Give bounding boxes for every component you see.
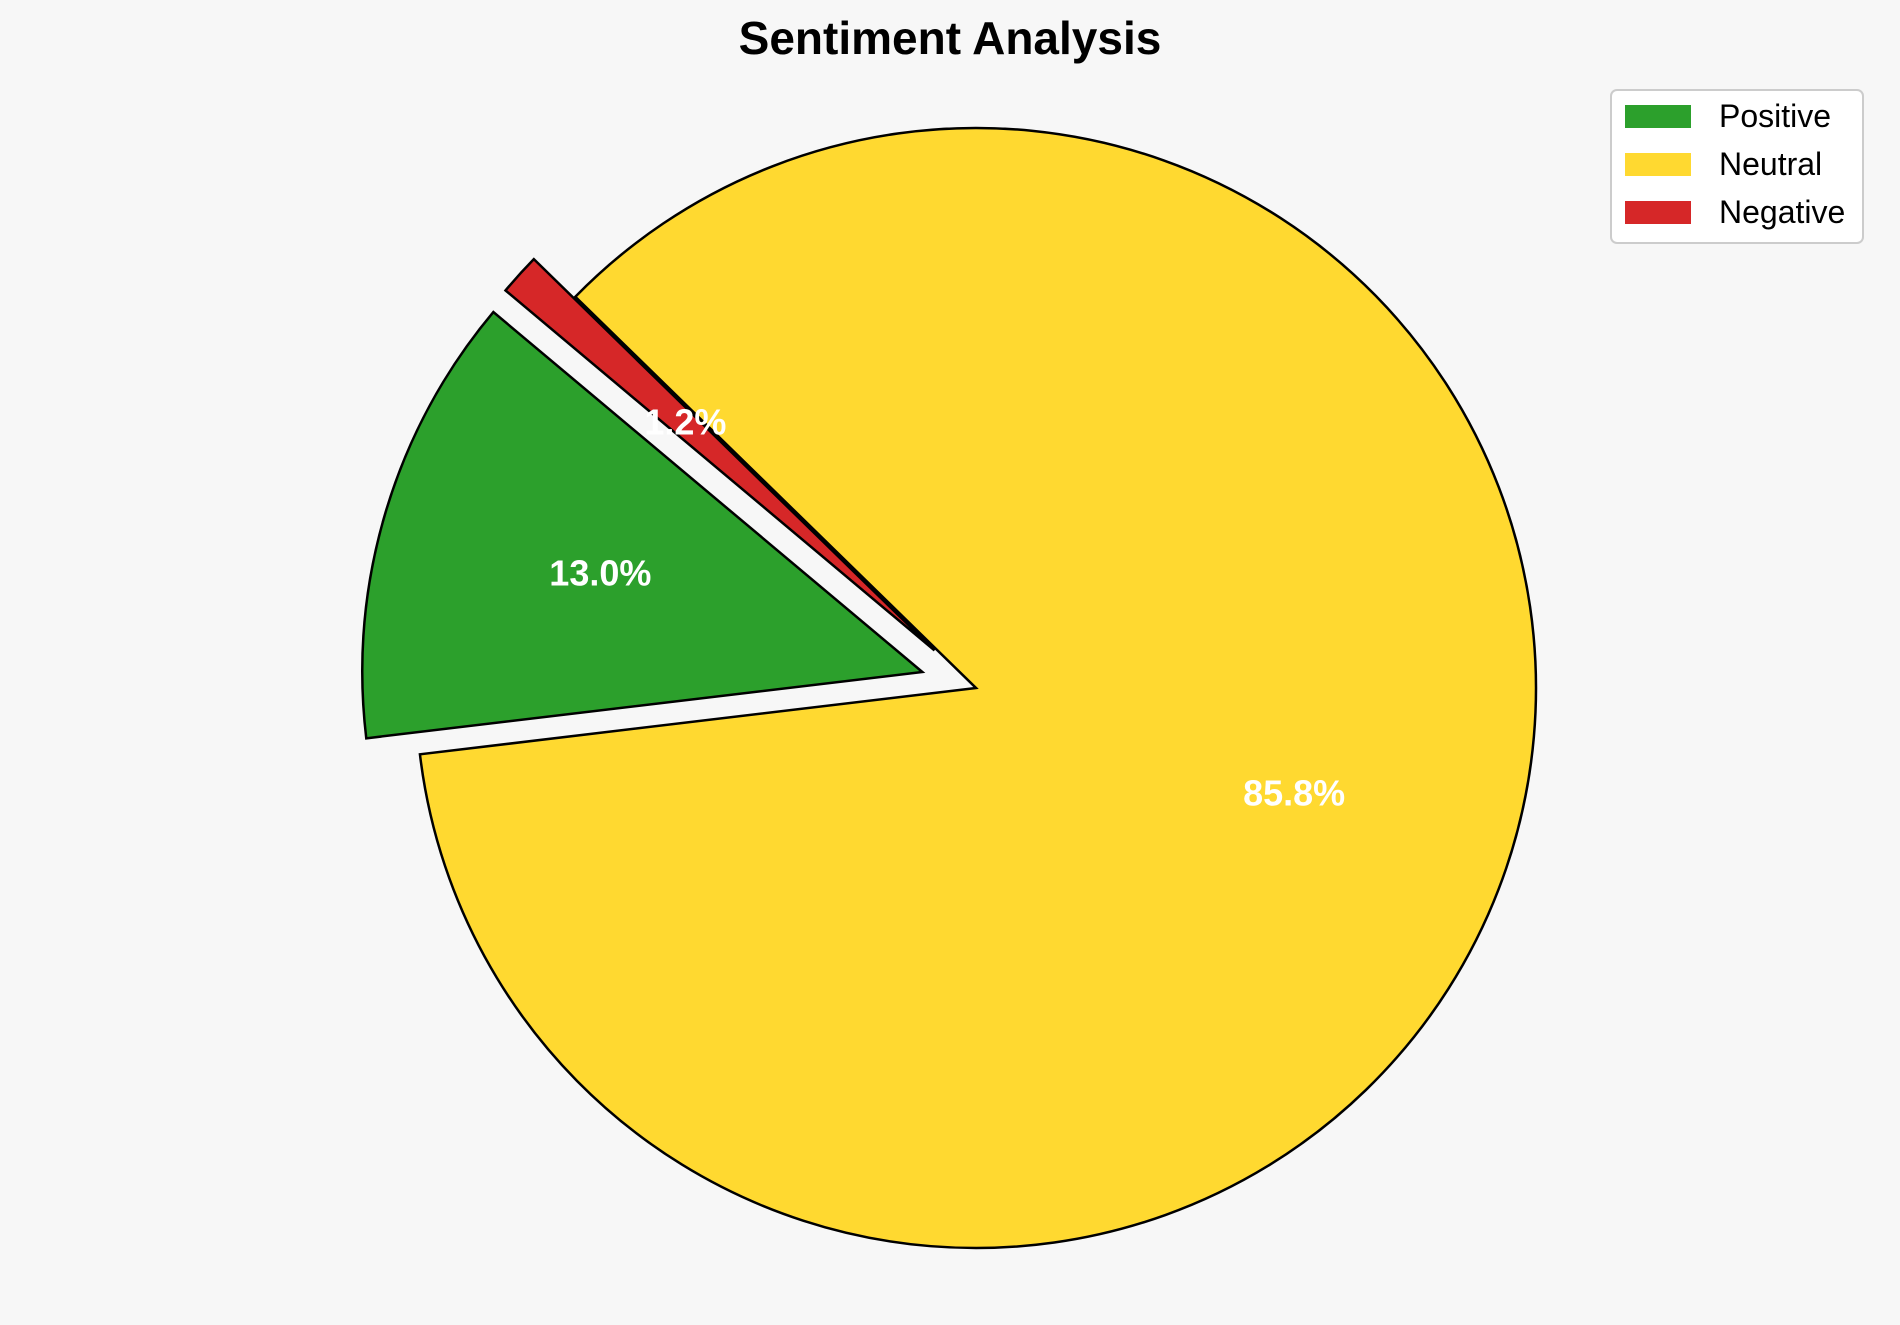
pie-slices — [361, 126, 1538, 1250]
slice-negative — [503, 257, 936, 652]
legend-swatch-neutral — [1625, 153, 1691, 176]
slice-positive — [361, 310, 926, 740]
legend-items: Positive Neutral Negative — [1625, 98, 1845, 230]
slice-neutral — [418, 126, 1538, 1250]
slice-label-positive: 13.0% — [549, 553, 651, 594]
legend-swatch-negative — [1625, 201, 1691, 224]
legend-label-negative: Negative — [1719, 194, 1845, 230]
slice-label-negative: 1.2% — [644, 401, 726, 442]
legend-label-positive: Positive — [1719, 98, 1831, 134]
pie-labels: 13.0% 85.8% 1.2% — [549, 401, 1345, 813]
legend-swatch-positive — [1625, 105, 1691, 128]
chart-title: Sentiment Analysis — [739, 12, 1162, 64]
legend-label-neutral: Neutral — [1719, 146, 1822, 182]
slice-label-neutral: 85.8% — [1243, 773, 1345, 814]
legend: Positive Neutral Negative — [1610, 89, 1864, 244]
